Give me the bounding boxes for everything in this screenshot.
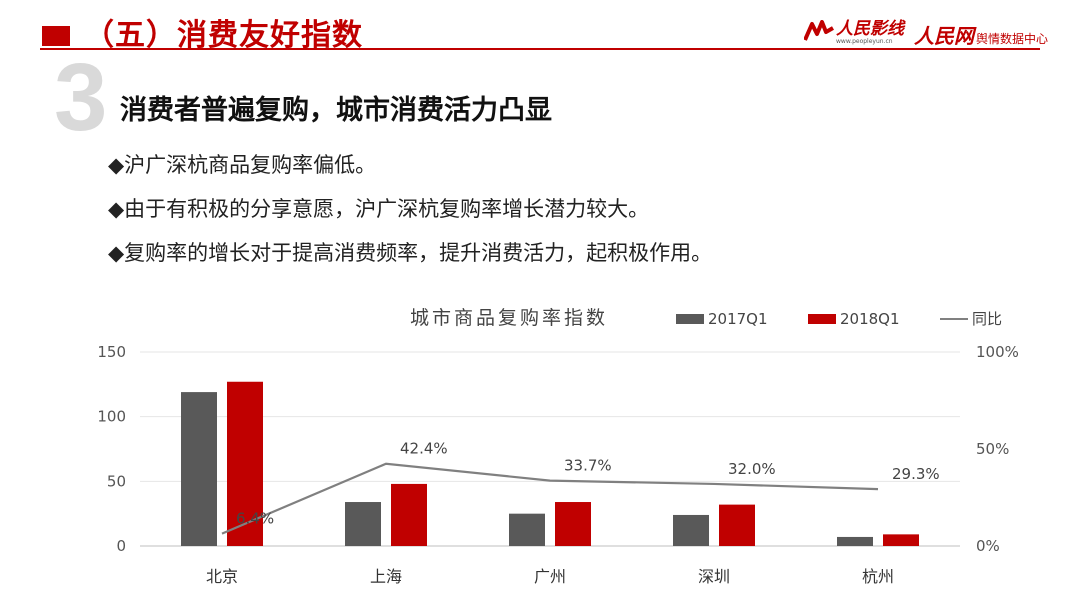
chart-title: 城市商品复购率指数 <box>410 307 608 329</box>
right-axis-tick: 50% <box>976 440 1009 458</box>
section-title: 消费者普遍复购，城市消费活力凸显 <box>120 95 552 126</box>
yoy-data-label: 42.4% <box>400 440 448 458</box>
peoplenet-logo: 人民网 舆情数据中心 <box>914 20 1048 49</box>
yoy-line: 6.4% 42.4% 33.7% 32.0% 29.3% <box>221 440 940 535</box>
bullet-item: ◆复购率的增长对于提高消费频率，提升消费活力，起积极作用。 <box>108 241 713 265</box>
category-axis: 北京 上海 广州 深圳 杭州 <box>206 567 894 586</box>
header-divider <box>40 48 1040 50</box>
header-marker <box>42 26 70 46</box>
chart-legend: 2017Q1 2018Q1 同比 <box>676 310 1002 328</box>
chart-bars <box>181 381 919 546</box>
bullet-item: ◆由于有积极的分享意愿，沪广深杭复购率增长潜力较大。 <box>108 197 650 221</box>
bar-2017q1 <box>345 502 381 546</box>
category-label: 北京 <box>206 567 238 586</box>
peoplenet-logo-name: 人民网 <box>914 24 974 48</box>
bullet-item: ◆沪广深杭商品复购率偏低。 <box>108 153 377 177</box>
legend-swatch-2017q1 <box>676 314 704 324</box>
category-label: 杭州 <box>862 567 894 586</box>
bar-2018q1 <box>719 504 755 546</box>
bar-2017q1 <box>673 514 709 546</box>
right-axis-tick: 0% <box>976 537 1000 555</box>
right-axis-tick: 100% <box>976 343 1019 361</box>
bullet-list: ◆沪广深杭商品复购率偏低。 ◆由于有积极的分享意愿，沪广深杭复购率增长潜力较大。… <box>108 150 712 282</box>
section-number: 3 <box>54 44 108 151</box>
peoplenet-logo-sub: 舆情数据中心 <box>976 32 1049 46</box>
people-logo: 人民影线 www.peopleyun.cn <box>804 20 904 46</box>
repurchase-chart: 城市商品复购率指数 2017Q1 2018Q1 同比 0 50 100 150 0% 50… <box>97 307 1019 586</box>
bar-2018q1 <box>555 502 591 546</box>
left-axis-tick: 50 <box>107 472 126 490</box>
category-label: 上海 <box>370 567 402 586</box>
yoy-data-label: 32.0% <box>728 460 776 478</box>
left-axis-tick: 0 <box>116 537 126 555</box>
category-label: 广州 <box>534 567 566 586</box>
legend-label-2017q1: 2017Q1 <box>708 310 768 328</box>
left-axis-tick: 150 <box>97 343 126 361</box>
people-logo-url: www.peopleyun.cn <box>836 38 893 45</box>
bar-2018q1 <box>883 534 919 546</box>
bar-2018q1 <box>391 483 427 546</box>
people-logo-icon <box>804 20 834 41</box>
yoy-data-label: 6.4% <box>236 510 274 528</box>
axis-ticks: 0 50 100 150 0% 50% 100% <box>97 343 1019 555</box>
bar-2017q1 <box>181 392 217 546</box>
yoy-data-label: 33.7% <box>564 457 612 475</box>
yoy-line-path <box>221 462 879 535</box>
legend-label-2018q1: 2018Q1 <box>840 310 900 328</box>
legend-label-yoy: 同比 <box>972 310 1002 328</box>
bar-2017q1 <box>837 536 873 546</box>
category-label: 深圳 <box>698 567 730 586</box>
page-title: （五）消费友好指数 <box>84 18 363 53</box>
yoy-data-label: 29.3% <box>892 465 940 483</box>
left-axis-tick: 100 <box>97 408 126 426</box>
bar-2017q1 <box>509 513 545 546</box>
people-logo-name: 人民影线 <box>836 19 904 39</box>
legend-swatch-2018q1 <box>808 314 836 324</box>
